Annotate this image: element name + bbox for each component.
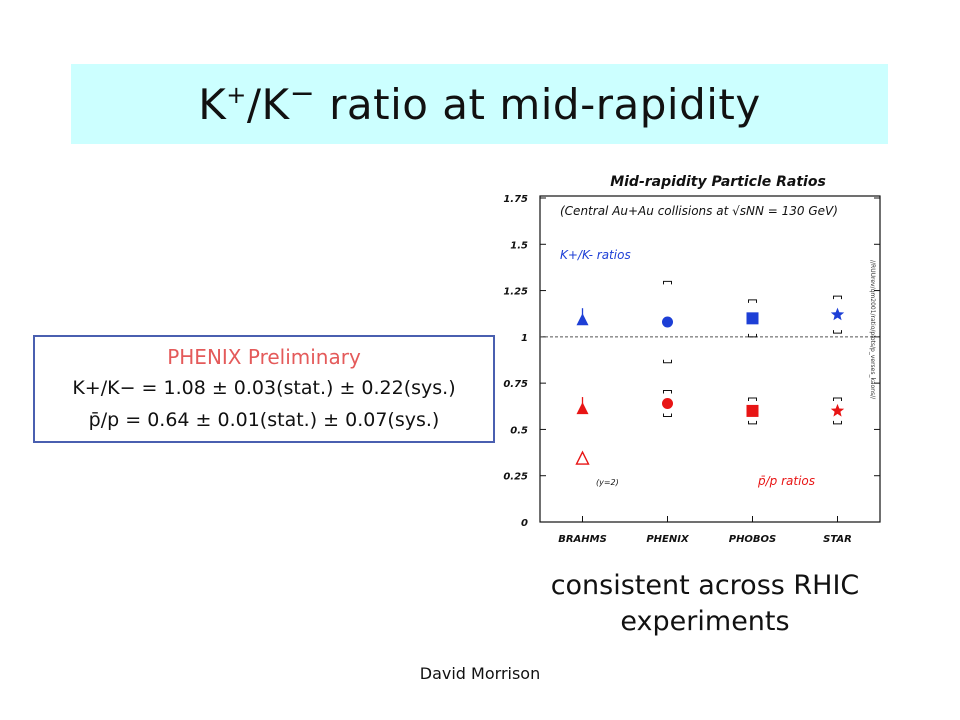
sys-bracket — [833, 295, 842, 300]
sys-bracket-path — [663, 413, 672, 417]
data-point — [746, 312, 759, 325]
sys-bracket — [663, 359, 672, 364]
chart-title: Mid-rapidity Particle Ratios — [610, 174, 826, 190]
legend-kaon: K+/K- ratios — [560, 248, 631, 262]
data-point — [746, 404, 759, 417]
sys-bracket-path — [748, 333, 757, 338]
y-tick-label: 0.75 — [503, 379, 528, 390]
data-point — [830, 403, 845, 417]
chart-subtitle: (Central Au+Au collisions at √sNN = 130 … — [560, 204, 838, 218]
page-title: K+/K− ratio at mid-rapidity — [71, 79, 888, 130]
data-point — [576, 402, 589, 415]
legend-y2-note: (y=2) — [596, 478, 619, 487]
sys-bracket — [748, 299, 757, 303]
x-axis: BRAHMS PHENIX PHOBOS STAR — [558, 516, 852, 545]
sys-bracket-path — [833, 397, 842, 401]
data-point — [662, 398, 673, 410]
result-box: PHENIX Preliminary K+/K− = 1.08 ± 0.03(s… — [33, 335, 495, 443]
y-tick-label: 0.5 — [510, 425, 528, 436]
x-tick-label: BRAHMS — [558, 534, 607, 545]
sys-bracket — [748, 333, 757, 338]
sys-bracket-path — [748, 299, 757, 303]
sys-bracket — [833, 420, 842, 425]
sys-bracket-path — [748, 397, 757, 401]
data-point — [662, 316, 673, 328]
title-part: ratio at mid-rapidity — [315, 80, 761, 129]
sys-bracket — [833, 397, 842, 401]
legend-proton: p̄/p ratios — [757, 474, 815, 488]
sys-bracket-path — [833, 420, 842, 425]
result-proton-line: p̄/p = 0.64 ± 0.01(stat.) ± 0.07(sys.) — [88, 409, 440, 431]
result-header: PHENIX Preliminary — [167, 345, 361, 369]
x-tick-label: PHENIX — [646, 534, 690, 545]
sys-bracket-path — [663, 280, 672, 285]
caption: consistent across RHIC experiments — [550, 570, 860, 637]
x-tick-label: PHOBOS — [729, 534, 777, 545]
sys-bracket-path — [748, 420, 757, 425]
data-point — [830, 307, 845, 321]
data-points — [575, 280, 845, 465]
sys-bracket — [748, 397, 757, 401]
y-axis: 0 0.25 0.5 0.75 1 1.25 1.5 1.75 — [503, 194, 880, 529]
y-tick-label: 1.5 — [510, 240, 528, 251]
plot-frame — [539, 195, 881, 523]
sys-bracket-path — [833, 330, 842, 334]
ratio-chart: Mid-rapidity Particle Ratios (Central Au… — [503, 174, 881, 545]
side-label: //RUUrev/qm2001/ratio/plots/p_verses_kao… — [869, 260, 876, 400]
y-tick-label: 1 — [521, 333, 528, 344]
y-tick-label: 1.75 — [503, 194, 528, 205]
sys-bracket-path — [833, 295, 842, 300]
x-tick-label: STAR — [823, 534, 852, 545]
sys-bracket — [663, 413, 672, 417]
sys-bracket — [663, 280, 672, 285]
title-superscript: − — [289, 76, 316, 111]
sys-bracket — [748, 420, 757, 425]
sys-bracket-path — [663, 359, 672, 364]
sys-bracket — [663, 390, 672, 394]
title-part: K — [198, 80, 227, 129]
y-tick-label: 0 — [521, 518, 528, 529]
y-tick-label: 0.25 — [503, 472, 528, 483]
sys-bracket — [833, 330, 842, 334]
sys-bracket-path — [663, 390, 672, 394]
title-bar: K+/K− ratio at mid-rapidity — [71, 64, 888, 144]
footer-author: David Morrison — [419, 664, 541, 683]
title-superscript: + — [226, 81, 247, 109]
title-part: /K — [246, 80, 290, 129]
data-point — [575, 450, 590, 465]
y-tick-label: 1.25 — [503, 287, 528, 298]
result-kaon-line: K+/K− = 1.08 ± 0.03(stat.) ± 0.22(sys.) — [72, 377, 456, 399]
data-point — [576, 313, 589, 326]
